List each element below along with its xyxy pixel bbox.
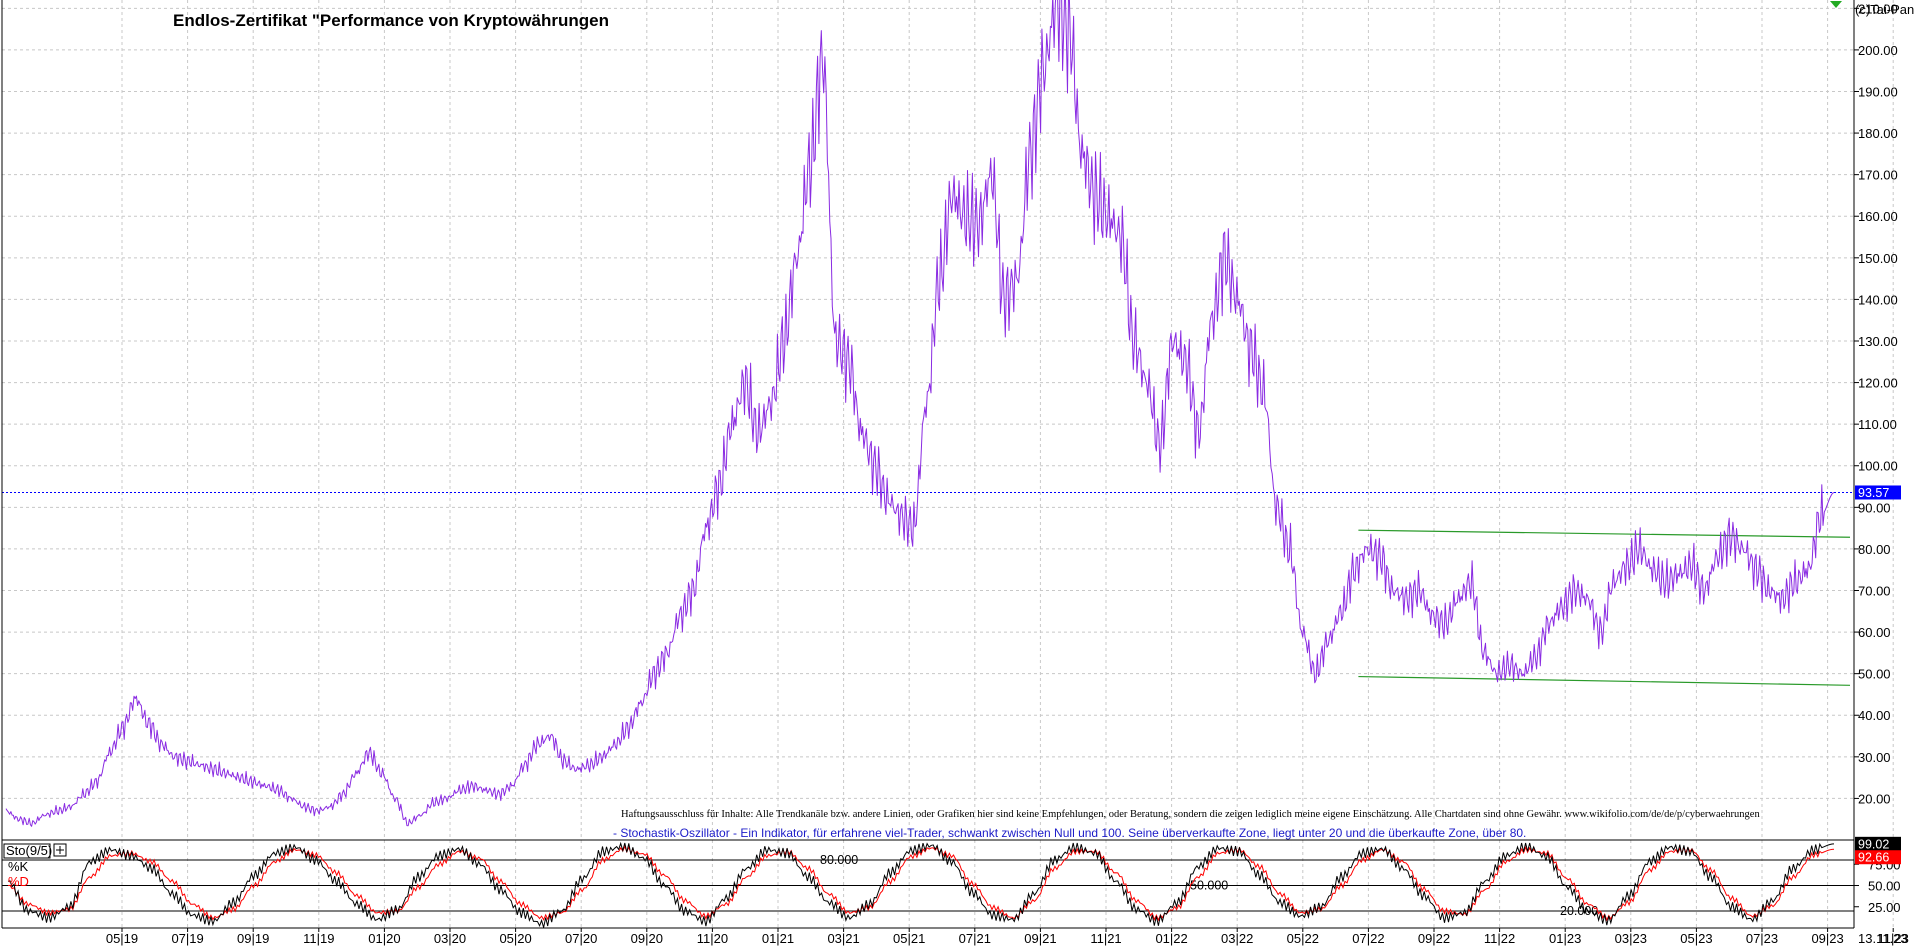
y-tick-label: 200.00 [1858, 43, 1898, 58]
y-tick-label: 80.00 [1858, 542, 1891, 557]
y-tick-label: 120.00 [1858, 376, 1898, 391]
level-label: 20.000 [1560, 904, 1598, 918]
y-tick-label: 30.00 [1858, 750, 1891, 765]
y-tick-label: 210.00 [1858, 1, 1898, 16]
x-tick-label: 01|20 [368, 931, 400, 946]
x-tick-label: 05|20 [499, 931, 531, 946]
sto-tick-label: 50.00 [1868, 879, 1901, 894]
d-line [7, 845, 1835, 922]
x-tick-label: 07|22 [1352, 931, 1384, 946]
current-value-tag [1855, 485, 1901, 500]
y-tick-label: 70.00 [1858, 583, 1891, 598]
current-value-label: 93.57 [1858, 486, 1889, 500]
x-tick-label: 03|23 [1615, 931, 1647, 946]
price-line [5, 0, 1835, 827]
sto-legend-name: Sto(9/5) [6, 843, 52, 858]
y-tick-label: 130.00 [1858, 334, 1898, 349]
x-tick-label: 01|23 [1549, 931, 1581, 946]
x-tick-label: 09|19 [237, 931, 269, 946]
x-tick-label: 03|21 [827, 931, 859, 946]
k-legend-label: %K [8, 859, 29, 874]
upper-trendline [1358, 529, 1851, 538]
x-tick-label: 01|22 [1155, 931, 1187, 946]
y-tick-label: 150.00 [1858, 251, 1898, 266]
sto-expand-plus [56, 846, 64, 854]
sto-legend-box [3, 843, 51, 859]
current-k-tag [1855, 836, 1901, 851]
chart-title: Endlos-Zertifikat "Performance von Krypt… [173, 11, 609, 30]
x-tick-label: 09|22 [1418, 931, 1450, 946]
y-tick-label: 100.00 [1858, 459, 1898, 474]
x-tick-label: 07|19 [171, 931, 203, 946]
x-tick-label: 07|23 [1746, 931, 1778, 946]
y-tick-label: 60.00 [1858, 625, 1891, 640]
y-tick-label: 20.00 [1858, 791, 1891, 806]
x-tick-label: 07|21 [959, 931, 991, 946]
y-tick-label: 110.00 [1858, 417, 1897, 432]
x-tick-label: 05|21 [893, 931, 925, 946]
k-line [7, 841, 1835, 928]
lower-trendline [1358, 675, 1851, 686]
current-k-label: 99.02 [1858, 837, 1889, 851]
y-tick-label: 50.00 [1858, 667, 1891, 682]
sto-tick-label: 25.00 [1868, 900, 1901, 915]
y-tick-label: 190.00 [1858, 84, 1898, 99]
indicator-note: - Stochastik-Oszillator - Ein Indikator,… [613, 826, 1526, 840]
x-end-date-label: 13.11.23 [1858, 931, 1908, 946]
y-tick-label: 180.00 [1858, 126, 1898, 141]
current-d-label: 92.66 [1858, 851, 1889, 865]
level-label: 80.000 [820, 853, 858, 867]
x-tick-label: 11|23 [1878, 931, 1909, 946]
x-tick-label: 03|22 [1221, 931, 1253, 946]
x-tick-label: 01|21 [762, 931, 794, 946]
x-tick-label: 11|20 [697, 931, 728, 946]
x-tick-label: 05|22 [1287, 931, 1319, 946]
copyright-label: (c)Tai-Pan [1855, 2, 1914, 17]
y-tick-label: 170.00 [1858, 168, 1898, 183]
x-tick-label: 05|19 [106, 931, 138, 946]
x-tick-label: 11|22 [1484, 931, 1515, 946]
y-tick-label: 160.00 [1858, 209, 1898, 224]
x-tick-label: 03|20 [434, 931, 466, 946]
x-tick-label: 09|20 [631, 931, 663, 946]
y-tick-label: 90.00 [1858, 500, 1891, 515]
grid [2, 0, 1894, 928]
disclaimer-text: Haftungsausschluss für Inhalte: Alle Tre… [621, 809, 1760, 820]
x-tick-label: 05|23 [1680, 931, 1712, 946]
current-d-tag [1855, 850, 1901, 865]
trendlines [2, 491, 1854, 686]
x-tick-label: 11|21 [1090, 931, 1121, 946]
y-tick-label: 140.00 [1858, 292, 1898, 307]
price-series [5, 0, 1835, 827]
x-tick-label: 09|23 [1811, 931, 1843, 946]
x-tick-label: 09|21 [1024, 931, 1056, 946]
x-tick-label: 07|20 [565, 931, 597, 946]
x-tick-label: 11|19 [303, 931, 334, 946]
level-label: 50.000 [1190, 879, 1228, 893]
top-arrow-icon [1830, 1, 1842, 8]
d-legend-label: %D [8, 874, 29, 889]
y-tick-label: 40.00 [1858, 708, 1891, 723]
